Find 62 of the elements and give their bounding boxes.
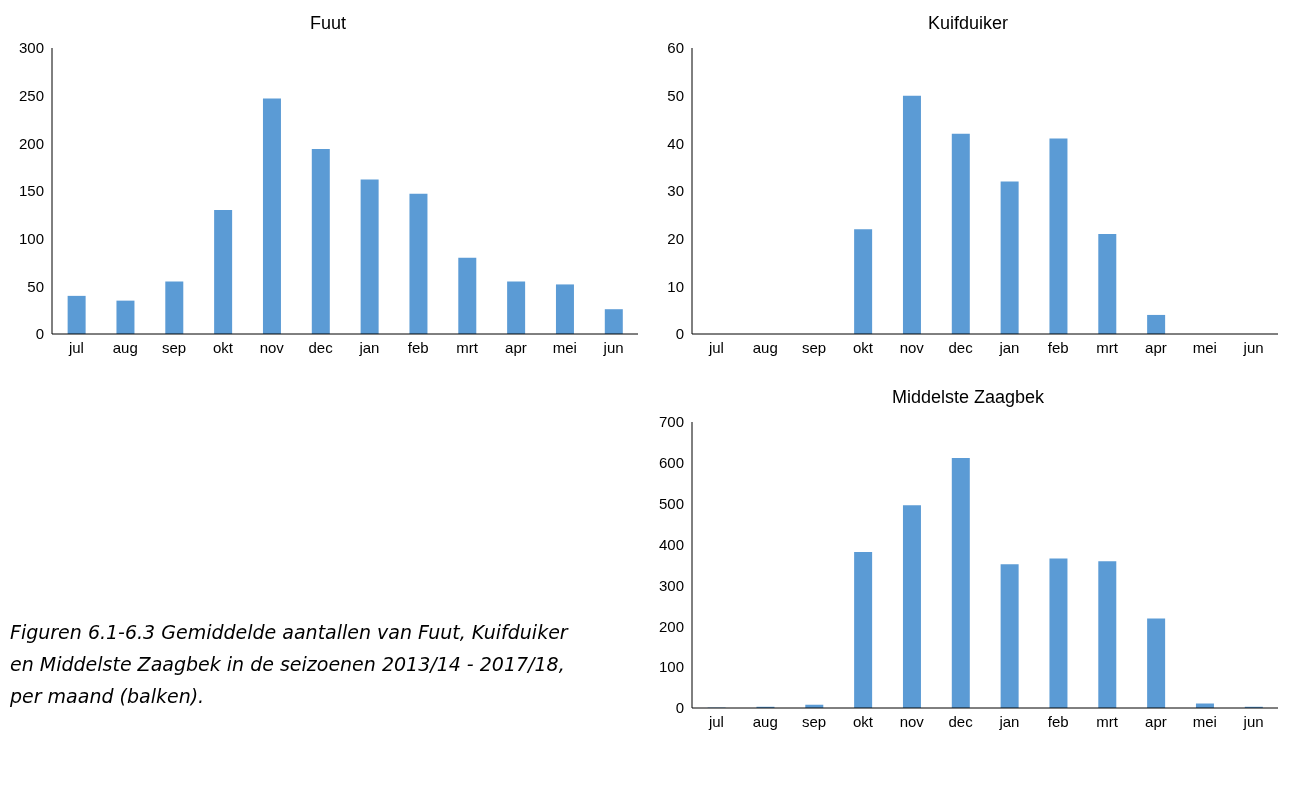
y-tick-label: 150 bbox=[18, 182, 44, 200]
y-tick-label: 50 bbox=[667, 86, 684, 104]
x-tick-label: nov bbox=[899, 712, 925, 730]
x-tick-label: jul bbox=[707, 712, 724, 730]
y-tick-label: 100 bbox=[18, 229, 44, 247]
chart-title: Middelste Zaagbek bbox=[890, 386, 1046, 409]
y-tick-label: 200 bbox=[658, 617, 684, 635]
y-tick-label: 300 bbox=[18, 39, 44, 57]
x-tick-label: mei bbox=[552, 338, 577, 356]
x-tick-label: okt bbox=[852, 338, 874, 356]
y-tick-label: 50 bbox=[27, 277, 44, 295]
x-tick-label: jan bbox=[358, 338, 380, 356]
x-tick-label: jul bbox=[707, 338, 724, 356]
x-tick-label: dec bbox=[948, 712, 974, 730]
x-tick-label: jan bbox=[998, 338, 1020, 356]
y-tick-label: 0 bbox=[675, 325, 684, 343]
y-tick-label: 400 bbox=[658, 535, 684, 553]
x-tick-label: mei bbox=[1192, 338, 1217, 356]
y-tick-label: 20 bbox=[667, 229, 684, 247]
x-tick-label: apr bbox=[505, 338, 527, 356]
x-tick-label: mei bbox=[1192, 712, 1217, 730]
x-tick-label: sep bbox=[801, 338, 827, 356]
y-tick-label: 0 bbox=[35, 325, 44, 343]
chart-title: Fuut bbox=[309, 12, 347, 35]
x-tick-label: apr bbox=[1145, 338, 1167, 356]
y-tick-label: 10 bbox=[667, 277, 684, 295]
text: Figuren 6.1-6.3 Gemiddelde aantallen van Fuut, Kuifduiker en Middelste Zaagbek in de seizoenen 2013/14 - 2017/18, per maand (balken). bbox=[10, 620, 570, 709]
x-tick-label: sep bbox=[801, 712, 827, 730]
y-tick-label: 300 bbox=[658, 576, 684, 594]
y-tick-label: 500 bbox=[658, 495, 684, 513]
x-tick-label: mrt bbox=[456, 338, 479, 356]
x-tick-label: dec bbox=[308, 338, 334, 356]
chart-title: Kuifduiker bbox=[926, 12, 1009, 35]
x-tick-label: okt bbox=[852, 712, 874, 730]
x-tick-label: jun bbox=[602, 338, 624, 356]
x-tick-label: mrt bbox=[1096, 338, 1119, 356]
x-tick-label: aug bbox=[752, 338, 778, 356]
x-tick-label: okt bbox=[212, 338, 234, 356]
y-tick-label: 0 bbox=[675, 699, 684, 717]
x-tick-label: apr bbox=[1145, 712, 1167, 730]
x-tick-label: jul bbox=[67, 338, 84, 356]
x-tick-label: feb bbox=[1047, 338, 1069, 356]
x-tick-label: jun bbox=[1242, 712, 1264, 730]
y-tick-label: 200 bbox=[18, 134, 44, 152]
x-tick-label: mrt bbox=[1096, 712, 1119, 730]
y-tick-label: 60 bbox=[667, 39, 684, 57]
y-tick-label: 600 bbox=[658, 454, 684, 472]
x-tick-label: jan bbox=[998, 712, 1020, 730]
x-tick-label: aug bbox=[752, 712, 778, 730]
x-tick-label: jun bbox=[1242, 338, 1264, 356]
y-tick-label: 30 bbox=[667, 182, 684, 200]
x-tick-label: feb bbox=[407, 338, 429, 356]
x-tick-label: nov bbox=[259, 338, 285, 356]
x-tick-label: nov bbox=[899, 338, 925, 356]
x-tick-label: sep bbox=[161, 338, 187, 356]
y-tick-label: 100 bbox=[658, 658, 684, 676]
x-tick-label: feb bbox=[1047, 712, 1069, 730]
x-tick-label: aug bbox=[112, 338, 138, 356]
y-tick-label: 40 bbox=[667, 134, 684, 152]
y-tick-label: 250 bbox=[18, 86, 44, 104]
y-tick-label: 700 bbox=[658, 413, 684, 431]
x-tick-label: dec bbox=[948, 338, 974, 356]
